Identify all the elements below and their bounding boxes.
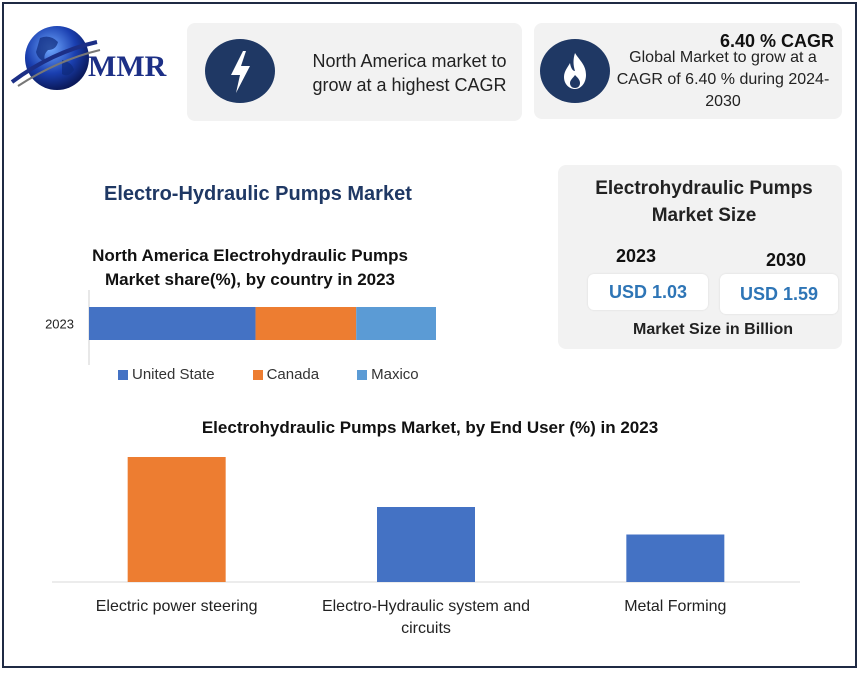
legend-item-united-state: United State bbox=[118, 366, 215, 383]
legend-swatch bbox=[118, 369, 128, 380]
bar-electro-hydraulic-system-and-circuits bbox=[377, 507, 475, 582]
globe-icon bbox=[10, 26, 101, 90]
legend-label: Canada bbox=[266, 366, 320, 383]
legend-label: Maxico bbox=[371, 366, 419, 383]
legend-label: United State bbox=[132, 366, 215, 383]
y-tick-label: 2023 bbox=[45, 317, 74, 332]
legend-swatch bbox=[357, 369, 368, 380]
market-size-title: Electrohydraulic Pumps Market Size bbox=[595, 178, 813, 226]
bar-electric-power-steering bbox=[127, 457, 226, 582]
bar-segment-united-state bbox=[89, 307, 256, 340]
bar-metal-forming bbox=[626, 534, 725, 582]
market-size-footer: Market Size in Billion bbox=[633, 321, 794, 338]
legend-item-canada: Canada bbox=[252, 366, 320, 383]
country-share-legend: United State Canada Maxico bbox=[118, 366, 419, 383]
country-share-chart-title: North America Electrohydraulic Pumps Mar… bbox=[92, 246, 408, 289]
x-tick-label: Electro-Hydraulic system and circuits bbox=[321, 598, 531, 637]
highlight-card-cagr: 6.40 % CAGR Global Market to grow at a C… bbox=[534, 23, 842, 119]
mmr-logo: MMR bbox=[10, 20, 180, 100]
legend-item-maxico: Maxico bbox=[357, 366, 419, 383]
x-tick-label: Electric power steering bbox=[95, 598, 258, 615]
market-size-card: Electrohydraulic Pumps Market Size 2023 … bbox=[558, 165, 842, 349]
bar-segment-maxico bbox=[356, 307, 436, 340]
year-2030-label: 2030 bbox=[766, 250, 807, 270]
legend-swatch bbox=[252, 369, 263, 380]
card2-text: Global Market to grow at a CAGR of 6.40 … bbox=[616, 49, 830, 110]
flame-icon bbox=[540, 39, 610, 103]
x-tick-label: Metal Forming bbox=[624, 598, 727, 615]
lightning-icon bbox=[205, 39, 275, 103]
year-2023-label: 2023 bbox=[616, 246, 657, 266]
end-user-chart-title: Electrohydraulic Pumps Market, by End Us… bbox=[201, 418, 659, 437]
highlight-card-north-america: North America market to grow at a highes… bbox=[187, 23, 522, 121]
market-size-2030-value: USD 1.59 bbox=[720, 274, 838, 314]
card1-text: North America market to grow at a highes… bbox=[312, 51, 507, 95]
cagr-headline: 6.40 % CAGR bbox=[720, 31, 835, 51]
logo-text: MMR bbox=[88, 50, 167, 83]
market-size-2023-value: USD 1.03 bbox=[588, 274, 708, 310]
section-title: Electro-Hydraulic Pumps Market bbox=[104, 183, 412, 205]
bar-segment-canada bbox=[255, 307, 357, 340]
